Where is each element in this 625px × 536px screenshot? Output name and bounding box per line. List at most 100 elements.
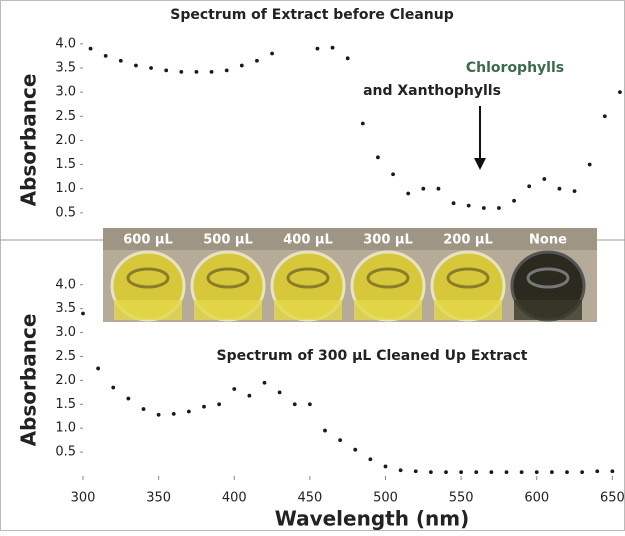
data-point [376, 155, 380, 160]
data-point [262, 380, 267, 385]
data-point [270, 51, 274, 56]
x-tick-label: 650 [600, 491, 625, 506]
data-point [164, 68, 169, 73]
data-point [149, 66, 153, 70]
data-point [81, 311, 85, 316]
x-tick-label: 400 [222, 491, 247, 506]
vial-label: 300 µL [363, 233, 413, 248]
data-point [307, 402, 312, 407]
vial-highlight [206, 267, 250, 289]
x-tick-label: 300 [71, 491, 96, 506]
data-point [587, 162, 592, 167]
vial-label: 600 µL [123, 233, 173, 248]
data-point [391, 172, 395, 177]
data-point [383, 464, 388, 469]
data-point [141, 407, 146, 411]
data-point [323, 428, 327, 433]
data-point [277, 390, 282, 395]
data-point [398, 468, 403, 473]
vial-liquid [114, 300, 182, 320]
x-tick-label: 450 [297, 491, 322, 506]
data-point [345, 56, 350, 61]
x-tick-label: 550 [449, 491, 474, 506]
y-tick-label: 2.5 [55, 349, 76, 364]
y-tick-label: 4.0 [55, 277, 76, 292]
y-tick-label: 1.5 [55, 157, 76, 172]
vial-liquid [274, 300, 342, 320]
data-point [224, 68, 229, 73]
data-point [459, 470, 464, 475]
data-point [512, 198, 516, 203]
x-axis-title: Wavelength (nm) [275, 507, 470, 531]
chart-title: Spectrum of Extract before Cleanup [170, 7, 453, 23]
y-tick-label: 2.0 [55, 133, 76, 148]
y-tick-label: 4.0 [55, 36, 76, 51]
data-point [232, 387, 237, 391]
vial-highlight [526, 267, 570, 289]
data-point [451, 201, 456, 206]
data-point [315, 46, 320, 51]
photo-band [103, 228, 597, 250]
data-point [111, 385, 116, 390]
data-point [247, 393, 252, 398]
data-point [353, 447, 358, 452]
vial-highlight [286, 267, 330, 289]
data-point [428, 470, 433, 475]
y-axis-title: Absorbance [17, 314, 41, 447]
data-point [209, 69, 214, 74]
vial-highlight [446, 267, 490, 289]
data-point [504, 470, 509, 475]
data-point [618, 90, 622, 95]
vials-photo: 600 µL 500 µL 400 µL 300 µL 200 µL None [103, 228, 597, 322]
data-point [572, 189, 577, 194]
vial-liquid [514, 300, 582, 320]
y-tick-label: 0.5 [55, 445, 76, 460]
vial-liquid [354, 300, 422, 320]
data-point [565, 470, 569, 475]
data-point [103, 54, 108, 58]
data-point [134, 63, 138, 68]
y-tick-label: 3.0 [55, 325, 76, 340]
data-point [96, 366, 101, 371]
y-tick-label: 3.5 [55, 301, 76, 316]
y-tick-label: 3.0 [55, 85, 76, 100]
arrow-head [474, 158, 486, 170]
data-point [580, 470, 585, 475]
data-point [88, 46, 93, 51]
data-point [481, 206, 486, 210]
x-tick-label: 500 [373, 491, 398, 506]
vial-highlight [126, 267, 170, 289]
data-point [239, 63, 244, 68]
x-tick-label: 600 [524, 491, 549, 506]
data-point [527, 184, 532, 189]
data-point [338, 438, 343, 443]
data-point [126, 396, 131, 401]
y-tick-label: 2.5 [55, 109, 76, 124]
x-tick-label: 350 [146, 491, 171, 506]
plots: 0.5 1.0 1.5 2.0 2.5 3.0 3.5 4.0 0.5 1.0 1.5 2.0 2.5 3… [55, 36, 625, 506]
vial-label: None [529, 233, 567, 248]
data-point [610, 469, 615, 474]
data-point [156, 412, 161, 417]
y-tick-label: 1.0 [55, 181, 76, 196]
vial-label: 500 µL [203, 233, 253, 248]
y-tick-label: 0.5 [55, 205, 76, 220]
vial-label: 200 µL [443, 233, 493, 248]
data-point [534, 470, 539, 475]
y-tick-label: 3.5 [55, 60, 76, 75]
data-point [368, 457, 373, 462]
data-point [602, 114, 607, 119]
data-point [557, 186, 562, 191]
y-tick-label: 1.5 [55, 397, 76, 412]
data-point [255, 58, 259, 63]
data-point [489, 470, 494, 475]
data-point [292, 402, 297, 407]
data-point [421, 186, 426, 191]
data-point [549, 470, 554, 475]
vial-label: 400 µL [283, 233, 333, 248]
data-point [497, 206, 501, 210]
vial-liquid [434, 300, 502, 320]
vial-liquid [194, 300, 262, 320]
data-point [466, 203, 471, 208]
